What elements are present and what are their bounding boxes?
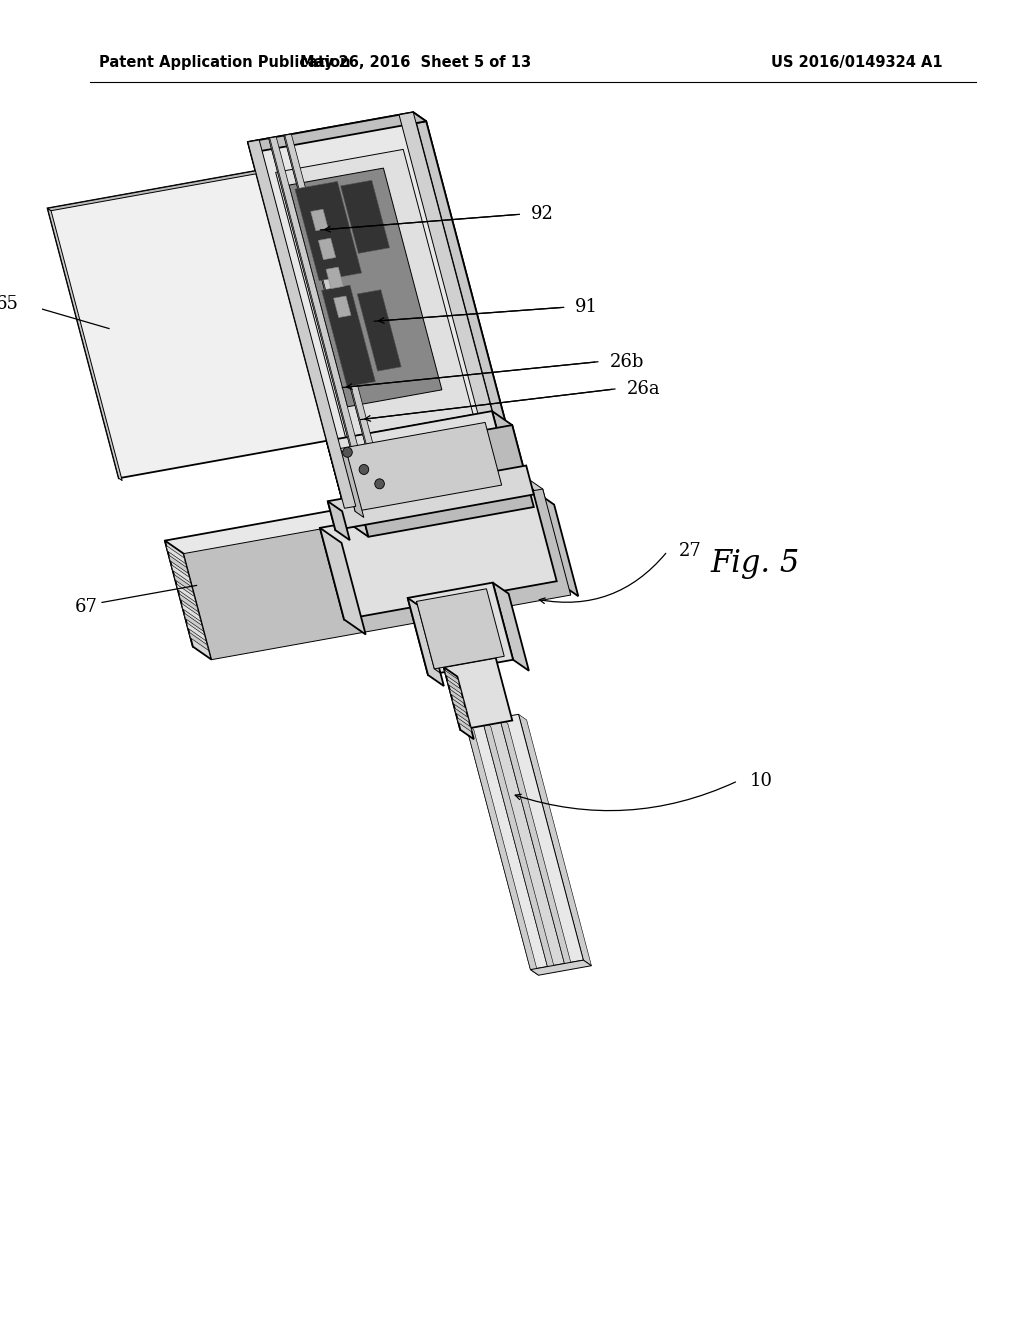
Polygon shape (357, 289, 401, 371)
Polygon shape (408, 598, 443, 686)
Polygon shape (443, 657, 512, 730)
Polygon shape (174, 574, 194, 593)
Polygon shape (171, 565, 190, 583)
Polygon shape (417, 602, 440, 673)
Polygon shape (319, 490, 557, 619)
Polygon shape (284, 135, 388, 502)
Polygon shape (455, 708, 469, 722)
Polygon shape (289, 168, 442, 407)
Polygon shape (399, 112, 510, 480)
Polygon shape (328, 466, 534, 531)
Text: 26a: 26a (627, 380, 660, 399)
Polygon shape (500, 718, 572, 969)
Text: 67: 67 (75, 598, 97, 616)
Polygon shape (414, 112, 523, 487)
Polygon shape (452, 698, 467, 713)
Polygon shape (500, 714, 584, 964)
Polygon shape (169, 556, 188, 573)
Text: May 26, 2016  Sheet 5 of 13: May 26, 2016 Sheet 5 of 13 (300, 54, 531, 70)
Polygon shape (268, 139, 367, 506)
Polygon shape (165, 477, 552, 647)
Polygon shape (417, 589, 504, 669)
Circle shape (343, 447, 352, 457)
Polygon shape (248, 112, 510, 508)
Polygon shape (444, 671, 460, 685)
Polygon shape (466, 721, 549, 970)
Polygon shape (493, 582, 529, 671)
Polygon shape (248, 140, 355, 508)
Polygon shape (322, 285, 376, 387)
Polygon shape (184, 612, 204, 631)
Polygon shape (165, 541, 212, 660)
Polygon shape (166, 545, 185, 564)
Polygon shape (295, 181, 361, 281)
Polygon shape (326, 267, 343, 289)
Polygon shape (186, 623, 206, 640)
Polygon shape (176, 583, 196, 602)
Polygon shape (327, 411, 514, 523)
Text: 10: 10 (750, 772, 772, 789)
Polygon shape (341, 181, 389, 253)
Polygon shape (248, 112, 426, 150)
Text: Patent Application Publication: Patent Application Publication (99, 54, 350, 70)
Polygon shape (482, 721, 556, 972)
Text: 26b: 26b (609, 352, 644, 371)
Polygon shape (530, 960, 592, 975)
Circle shape (375, 479, 384, 488)
Text: 27: 27 (679, 543, 701, 560)
Polygon shape (189, 632, 209, 651)
Polygon shape (47, 209, 122, 480)
Polygon shape (181, 603, 201, 622)
Polygon shape (310, 210, 328, 231)
Text: 92: 92 (530, 206, 554, 223)
Polygon shape (524, 477, 570, 595)
Polygon shape (518, 714, 592, 966)
Polygon shape (466, 723, 539, 975)
Polygon shape (532, 490, 579, 597)
Text: US 2016/0149324 A1: US 2016/0149324 A1 (771, 54, 942, 70)
Polygon shape (339, 422, 502, 511)
Polygon shape (457, 718, 472, 733)
Polygon shape (261, 121, 523, 517)
Polygon shape (450, 689, 465, 704)
Polygon shape (482, 717, 566, 966)
Polygon shape (179, 594, 199, 612)
Polygon shape (319, 528, 366, 635)
Polygon shape (327, 441, 369, 537)
Polygon shape (443, 667, 474, 739)
Text: Fig. 5: Fig. 5 (711, 548, 800, 579)
Polygon shape (339, 449, 364, 517)
Polygon shape (493, 411, 534, 507)
Polygon shape (47, 170, 327, 478)
Polygon shape (248, 143, 357, 517)
Polygon shape (447, 680, 462, 694)
Circle shape (359, 465, 369, 474)
Polygon shape (347, 425, 534, 537)
Polygon shape (328, 502, 350, 540)
Text: 65: 65 (0, 294, 18, 313)
Polygon shape (318, 238, 336, 260)
Polygon shape (275, 149, 473, 437)
Polygon shape (334, 296, 351, 318)
Text: 91: 91 (575, 298, 598, 317)
Polygon shape (284, 136, 382, 503)
Polygon shape (183, 488, 570, 660)
Polygon shape (47, 170, 259, 211)
Polygon shape (268, 137, 373, 504)
Polygon shape (408, 582, 513, 675)
